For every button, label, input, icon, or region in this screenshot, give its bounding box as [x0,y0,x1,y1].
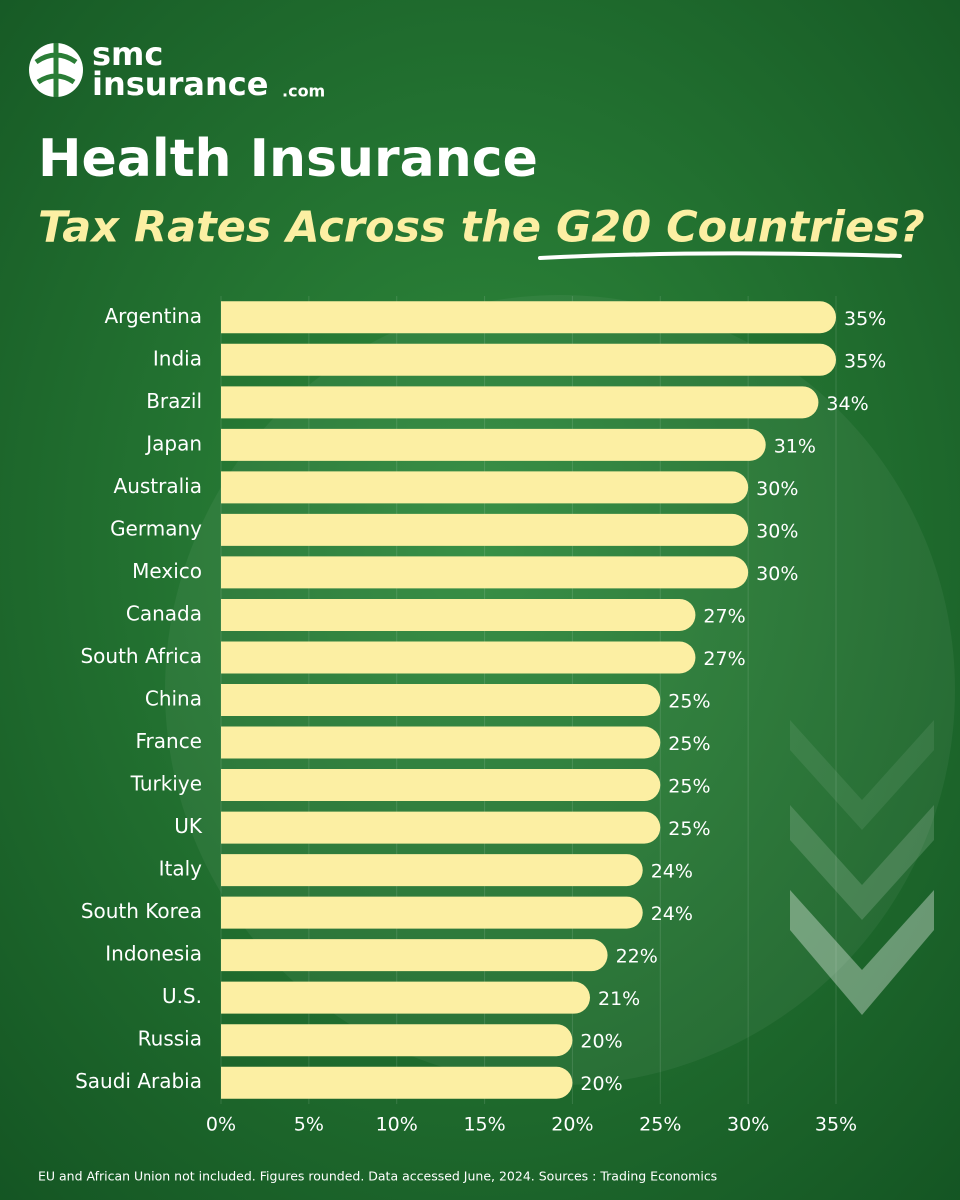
bar [221,939,608,972]
y-tick-label: Russia [138,1027,202,1051]
value-label: 22% [616,946,658,968]
value-label: 30% [756,520,798,542]
bar [221,556,749,589]
bar [221,641,696,674]
bar [221,343,836,376]
bar [221,726,661,759]
y-tick-label: UK [174,814,203,838]
bar [221,428,766,461]
x-tick-label: 25% [639,1114,681,1136]
bar [221,301,836,334]
value-label: 20% [580,1073,622,1095]
bar [221,684,661,716]
x-tick-label: 20% [551,1114,593,1136]
y-tick-label: Turkiye [130,772,202,796]
logo-line2: insurance [92,65,268,103]
value-label: 25% [668,691,710,713]
bar [221,513,749,546]
bar [221,1066,573,1099]
y-tick-label: U.S. [162,984,202,1008]
bar [221,598,696,631]
x-tick-label: 5% [294,1114,324,1136]
y-tick-label: South Korea [81,899,202,923]
y-tick-label: France [135,729,202,753]
bar [221,811,661,844]
x-tick-label: 30% [727,1114,769,1136]
logo-line1: smc [92,35,163,73]
value-label: 35% [844,350,886,372]
value-label: 20% [580,1031,622,1053]
y-tick-label: South Africa [80,644,202,668]
value-label: 35% [844,308,886,330]
bar [221,386,819,419]
x-tick-label: 15% [463,1114,505,1136]
bar [221,471,749,504]
y-tick-label: India [153,346,202,370]
chart-title: Health Insurance [38,129,538,189]
y-tick-label: Saudi Arabia [75,1069,202,1093]
value-label: 25% [668,733,710,755]
value-label: 27% [703,605,745,627]
x-tick-label: 0% [206,1114,236,1136]
y-tick-label: Japan [144,431,202,455]
dot-chevrons [790,720,934,1015]
y-tick-label: Italy [159,857,203,881]
value-label: 24% [651,861,693,883]
value-label: 21% [598,988,640,1010]
y-tick-label: Brazil [146,389,202,413]
bar [221,981,590,1014]
y-tick-label: Germany [110,516,202,540]
footnote: EU and African Union not included. Figur… [38,1169,717,1184]
logo-suffix: .com [282,82,325,101]
x-tick-label: 10% [376,1114,418,1136]
underline-scribble [538,251,902,260]
value-label: 27% [703,648,745,670]
chart-subtitle: Tax Rates Across the G20 Countries? [38,203,925,253]
logo: smc insurance .com [29,35,325,103]
value-label: 34% [826,393,868,415]
y-tick-label: Mexico [132,559,202,583]
y-tick-label: Argentina [104,304,202,328]
value-label: 25% [668,818,710,840]
logo-mark-detail [34,43,78,97]
bar [221,896,643,929]
value-label: 31% [774,435,816,457]
bar [221,769,661,802]
value-label: 24% [651,903,693,925]
value-label: 30% [756,563,798,585]
y-tick-label: Indonesia [105,942,202,966]
bar [221,854,643,887]
y-tick-label: China [145,687,202,711]
y-tick-label: Canada [126,601,202,625]
value-label: 30% [756,478,798,500]
value-label: 25% [668,776,710,798]
y-tick-label: Australia [114,474,202,498]
x-tick-label: 35% [815,1114,857,1136]
bar [221,1024,573,1057]
